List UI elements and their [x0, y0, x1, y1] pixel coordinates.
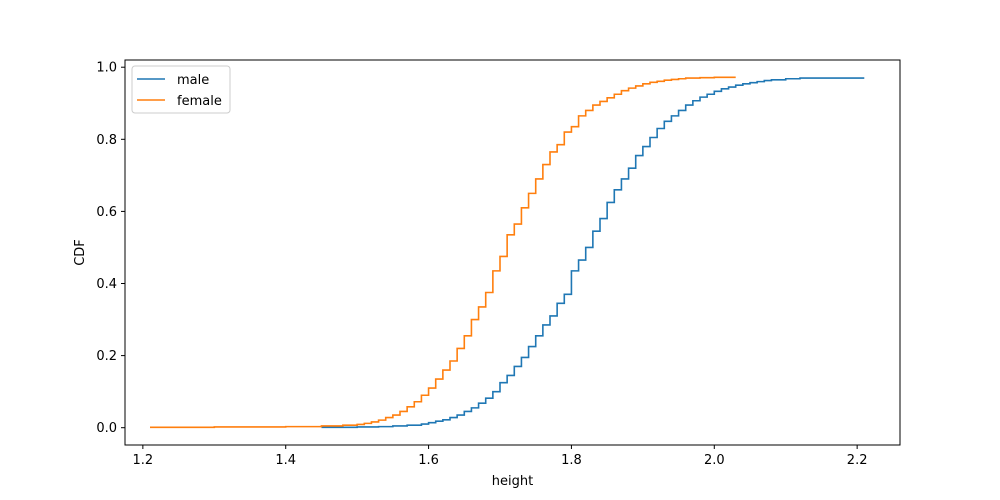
- y-tick-label: 0.0: [96, 421, 117, 436]
- y-tick-label: 0.8: [96, 133, 117, 148]
- x-axis-label: height: [492, 474, 533, 489]
- x-tick-label: 2.2: [847, 453, 868, 468]
- x-tick-label: 1.4: [275, 453, 296, 468]
- x-tick-label: 2.0: [704, 453, 725, 468]
- series-line-male: [321, 77, 865, 429]
- y-tick-label: 0.2: [96, 349, 117, 364]
- plot-frame: [124, 59, 901, 446]
- x-tick-label: 1.8: [561, 453, 582, 468]
- y-tick-label: 1.0: [96, 61, 117, 76]
- legend-label-female: female: [177, 94, 222, 109]
- legend: male female: [131, 65, 231, 114]
- legend-box: [131, 65, 231, 114]
- series-line-female: [150, 76, 736, 429]
- y-axis: 0.0 0.2 0.4 0.6 0.8 1.0: [96, 61, 125, 436]
- y-tick-label: 0.6: [96, 205, 117, 220]
- x-tick-label: 1.6: [418, 453, 439, 468]
- x-axis: 1.2 1.4 1.6 1.8 2.0 2.2: [133, 445, 868, 468]
- y-axis-label: CDF: [73, 239, 88, 266]
- x-tick-label: 1.2: [133, 453, 154, 468]
- y-tick-label: 0.4: [96, 277, 117, 292]
- legend-label-male: male: [177, 73, 209, 88]
- series-layer: [150, 76, 865, 429]
